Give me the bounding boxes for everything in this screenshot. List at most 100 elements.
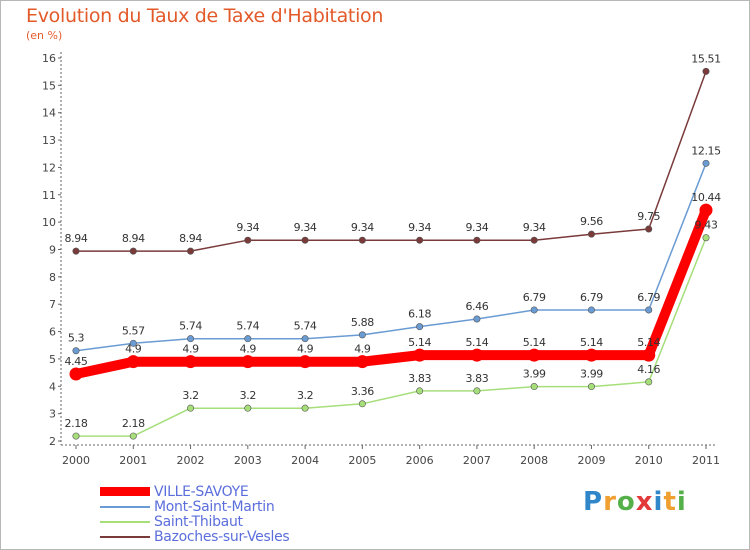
data-label: 4.9 [297, 343, 314, 356]
data-point [584, 348, 598, 362]
y-tick-label: 14 [42, 107, 56, 120]
data-point [129, 247, 137, 255]
data-label: 9.75 [637, 210, 660, 223]
data-label: 5.88 [351, 316, 374, 329]
data-point [129, 432, 137, 440]
data-label: 5.74 [294, 320, 317, 333]
data-label: 3.2 [297, 389, 313, 402]
x-tick-label: 2007 [463, 454, 491, 467]
data-point [126, 355, 140, 369]
logo-letter: i [653, 487, 664, 517]
series-points [69, 67, 713, 440]
data-label: 12.15 [691, 144, 721, 157]
legend-label: VILLE-SAVOYE [154, 483, 249, 500]
data-point [244, 404, 252, 412]
data-label: 3.36 [351, 385, 374, 398]
line-chart: 2 3 4 5 6 7 8 9 10 11 12 13 14 15 16 2000 2001 2002 2003 20… [42, 52, 722, 467]
data-label: 9.43 [695, 219, 718, 232]
x-tick-label: 2004 [291, 454, 319, 467]
series-line-0 [71, 205, 711, 379]
y-tick-label: 5 [49, 353, 56, 366]
y-tick-label: 3 [49, 408, 56, 421]
data-point [358, 400, 366, 408]
data-point [473, 387, 481, 395]
data-label: 2.18 [122, 417, 145, 430]
data-point [184, 355, 198, 369]
data-label: 9.34 [408, 221, 431, 234]
data-label: 4.9 [182, 343, 199, 356]
legend-item-mont-saint-martin: Mont-Saint-Martin [100, 499, 289, 515]
data-label: 9.34 [351, 221, 374, 234]
data-label: 5.14 [465, 336, 488, 349]
y-tick-label: 11 [42, 189, 56, 202]
y-axis-unit: (en %) [26, 29, 63, 42]
data-point [72, 347, 80, 355]
data-label: 6.79 [637, 291, 660, 304]
data-label: 5.3 [68, 332, 85, 345]
y-tick-label: 8 [49, 271, 56, 284]
data-point [530, 236, 538, 244]
y-tick-label: 12 [42, 161, 56, 174]
proxiti-logo: Proxiti [583, 487, 687, 517]
data-point [187, 335, 195, 343]
data-point [187, 247, 195, 255]
data-point [355, 355, 369, 369]
data-point [298, 355, 312, 369]
series-lines [71, 70, 711, 437]
data-point [702, 234, 710, 242]
series-line-1 [75, 162, 707, 352]
data-point [244, 335, 252, 343]
data-point [587, 383, 595, 391]
x-tick-label: 2003 [234, 454, 262, 467]
data-label: 9.34 [294, 221, 317, 234]
data-label: 4.9 [240, 343, 257, 356]
series-line-3 [75, 70, 707, 252]
y-tick-label: 2 [49, 435, 56, 448]
legend-swatch [100, 487, 150, 496]
data-label: 6.79 [523, 291, 546, 304]
legend-item-bazoches-sur-vesles: Bazoches-sur-Vesles [100, 528, 290, 545]
legend-item-ville-savoye: VILLE-SAVOYE [100, 483, 289, 500]
y-tick-label: 7 [49, 298, 56, 311]
data-point [413, 348, 427, 362]
data-point [301, 236, 309, 244]
x-tick-label: 2001 [119, 454, 147, 467]
y-tick-label: 10 [42, 216, 56, 229]
data-label: 5.14 [408, 336, 431, 349]
data-point [699, 203, 713, 217]
legend-swatch [100, 535, 150, 538]
data-point [587, 306, 595, 314]
x-tick-label: 2009 [577, 454, 605, 467]
x-tick-label: 2011 [692, 454, 720, 467]
y-tick-label: 6 [49, 326, 56, 339]
data-label: 5.74 [236, 320, 259, 333]
data-label: 9.34 [523, 221, 546, 234]
data-point [530, 383, 538, 391]
data-point [416, 323, 424, 331]
x-tick-label: 2002 [177, 454, 205, 467]
data-point [72, 247, 80, 255]
data-label: 5.14 [580, 336, 603, 349]
data-point [645, 225, 653, 233]
data-point [244, 236, 252, 244]
series-line-2 [75, 236, 707, 437]
data-point [587, 230, 595, 238]
data-point [69, 367, 83, 381]
data-label: 3.99 [523, 368, 546, 381]
data-label: 4.9 [354, 343, 371, 356]
data-label: 9.34 [236, 221, 259, 234]
data-label: 8.94 [179, 232, 202, 245]
data-point [702, 159, 710, 167]
logo-letter: r [603, 487, 617, 517]
data-label: 4.9 [125, 343, 142, 356]
legend-label: Bazoches-sur-Vesles [154, 528, 290, 545]
data-label: 6.46 [465, 300, 488, 313]
data-label: 5.14 [637, 336, 660, 349]
y-tick-label: 9 [49, 244, 56, 257]
data-point [530, 306, 538, 314]
logo-letter: x [635, 487, 654, 517]
data-label: 5.14 [523, 336, 546, 349]
legend-label: Saint-Thibaut [154, 513, 243, 530]
data-point [416, 236, 424, 244]
y-tick-label: 13 [42, 134, 56, 147]
